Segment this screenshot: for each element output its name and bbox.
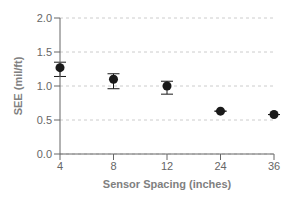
- svg-text:0.5: 0.5: [37, 114, 52, 126]
- svg-text:2.0: 2.0: [37, 12, 52, 24]
- svg-text:0.0: 0.0: [37, 148, 52, 160]
- svg-text:12: 12: [161, 160, 173, 172]
- svg-text:8: 8: [110, 160, 116, 172]
- svg-text:1.0: 1.0: [37, 80, 52, 92]
- svg-text:24: 24: [214, 160, 226, 172]
- svg-text:SEE (mil/ft): SEE (mil/ft): [12, 56, 24, 115]
- svg-text:Sensor Spacing (inches): Sensor Spacing (inches): [103, 178, 232, 190]
- svg-text:1.5: 1.5: [37, 46, 52, 58]
- svg-text:36: 36: [268, 160, 280, 172]
- svg-text:4: 4: [57, 160, 63, 172]
